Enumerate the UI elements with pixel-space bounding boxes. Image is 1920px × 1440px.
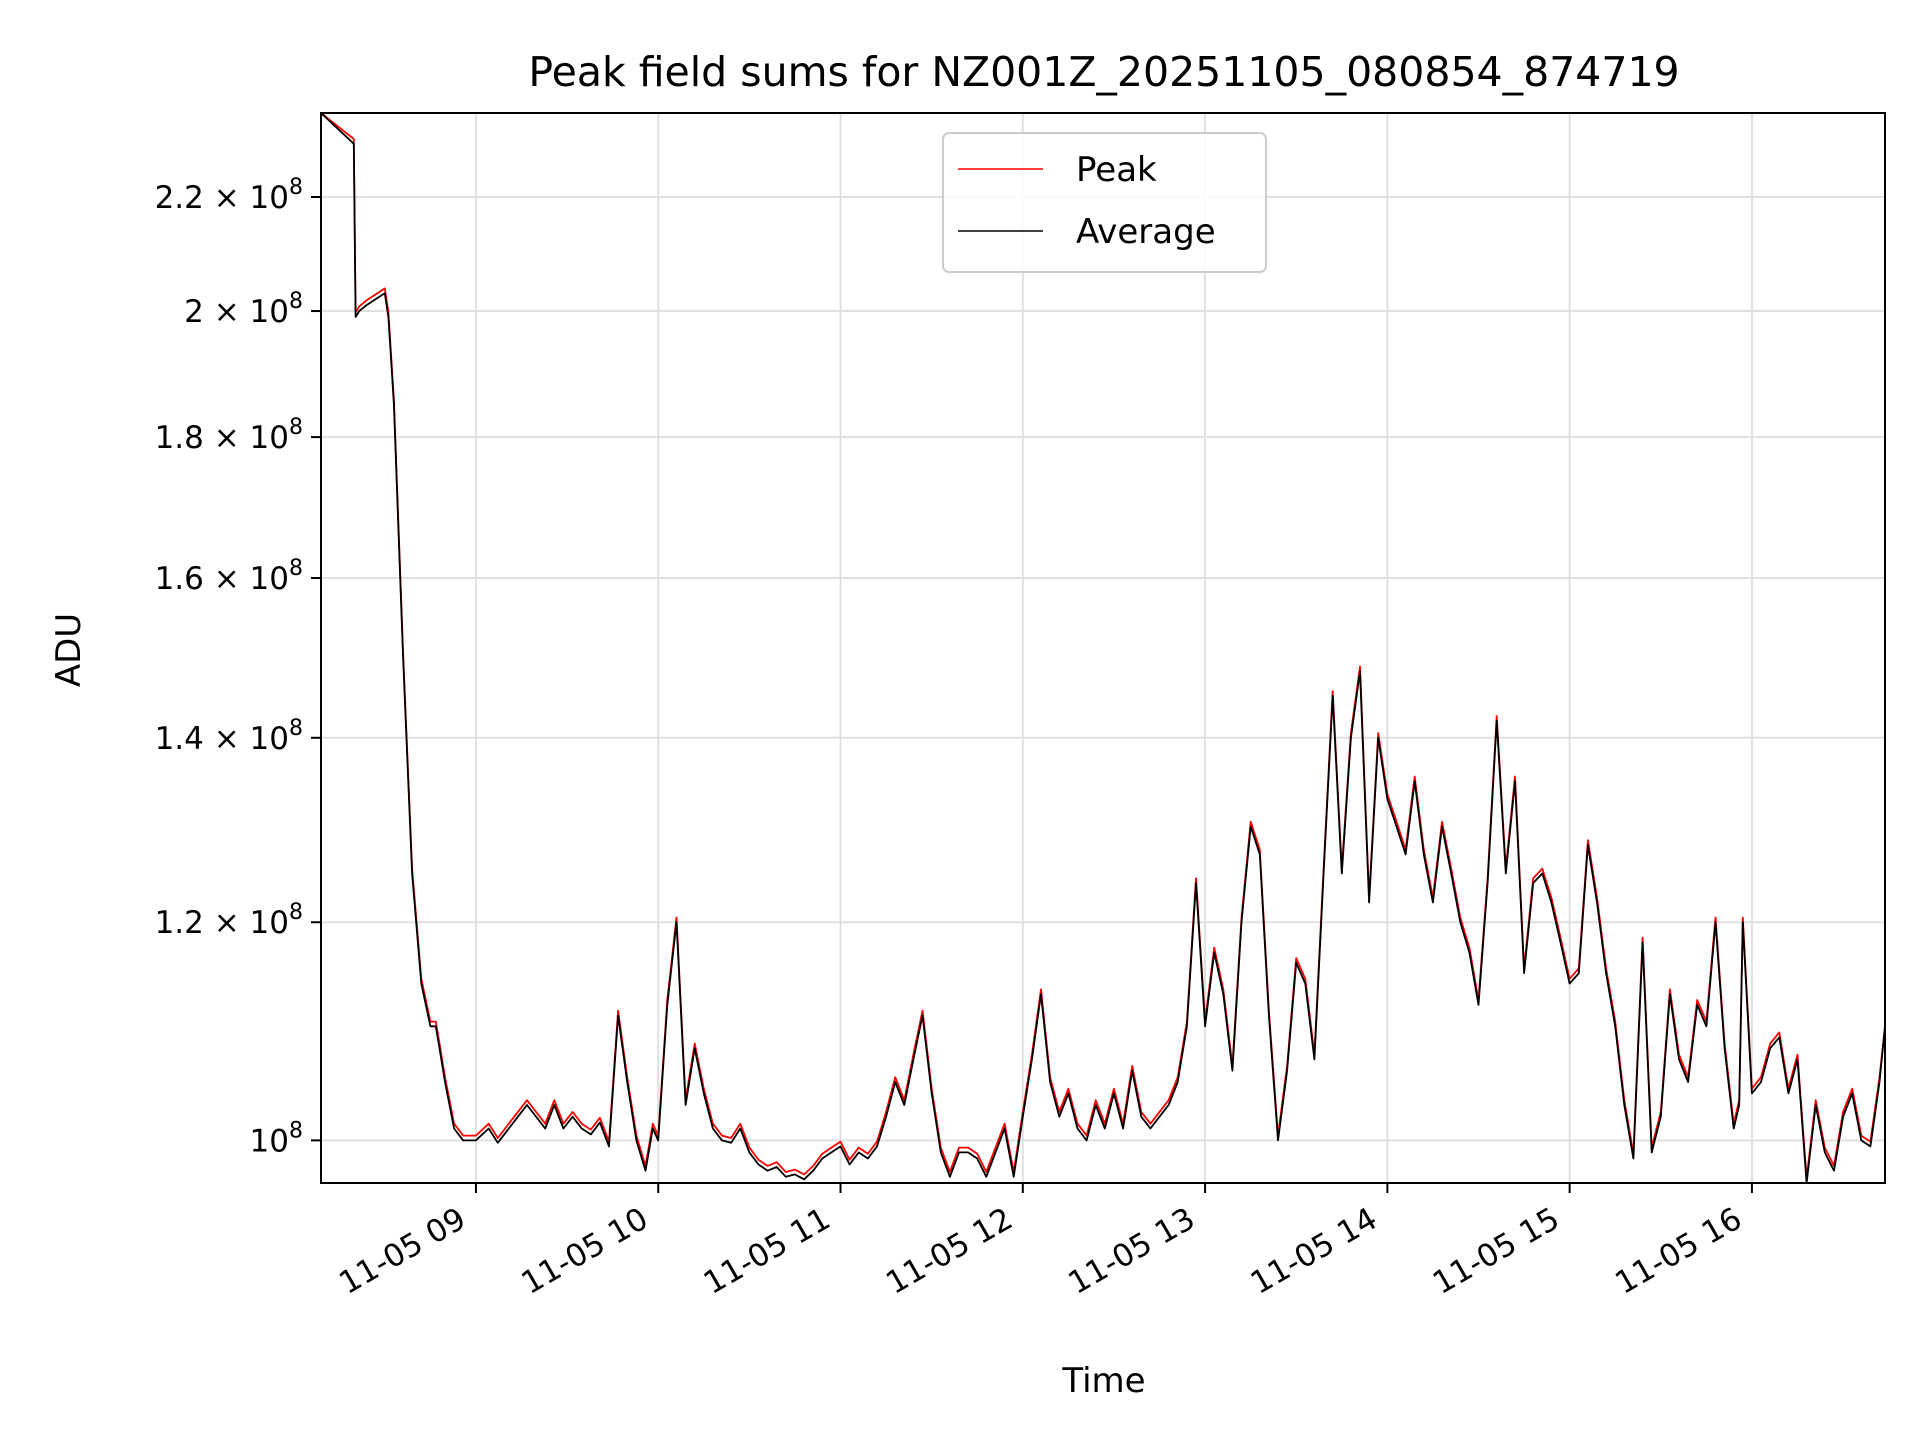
y-tick-label: 1.8 × 108: [155, 415, 303, 456]
series-line-average: [320, 112, 1886, 1184]
legend-label-average: Average: [1076, 212, 1216, 252]
y-tick-label: 108: [250, 1118, 303, 1159]
series-layer: [320, 112, 1886, 1184]
y-tick-label: 2 × 108: [184, 289, 303, 330]
chart-title: Peak field sums for NZ001Z_20251105_0808…: [528, 48, 1679, 96]
legend-label-peak: Peak: [1076, 150, 1157, 190]
legend-box: [942, 132, 1267, 273]
plot-frame: [320, 112, 1886, 1184]
y-tick-label: 1.6 × 108: [155, 556, 303, 597]
y-axis-title: ADU: [49, 613, 89, 687]
y-tick-label: 2.2 × 108: [155, 175, 303, 216]
legend: Peak Average: [942, 132, 1267, 273]
x-axis-title: Time: [1061, 1361, 1145, 1401]
y-tick-label: 1.2 × 108: [155, 900, 303, 941]
y-tick-label: 1.4 × 108: [155, 716, 303, 757]
